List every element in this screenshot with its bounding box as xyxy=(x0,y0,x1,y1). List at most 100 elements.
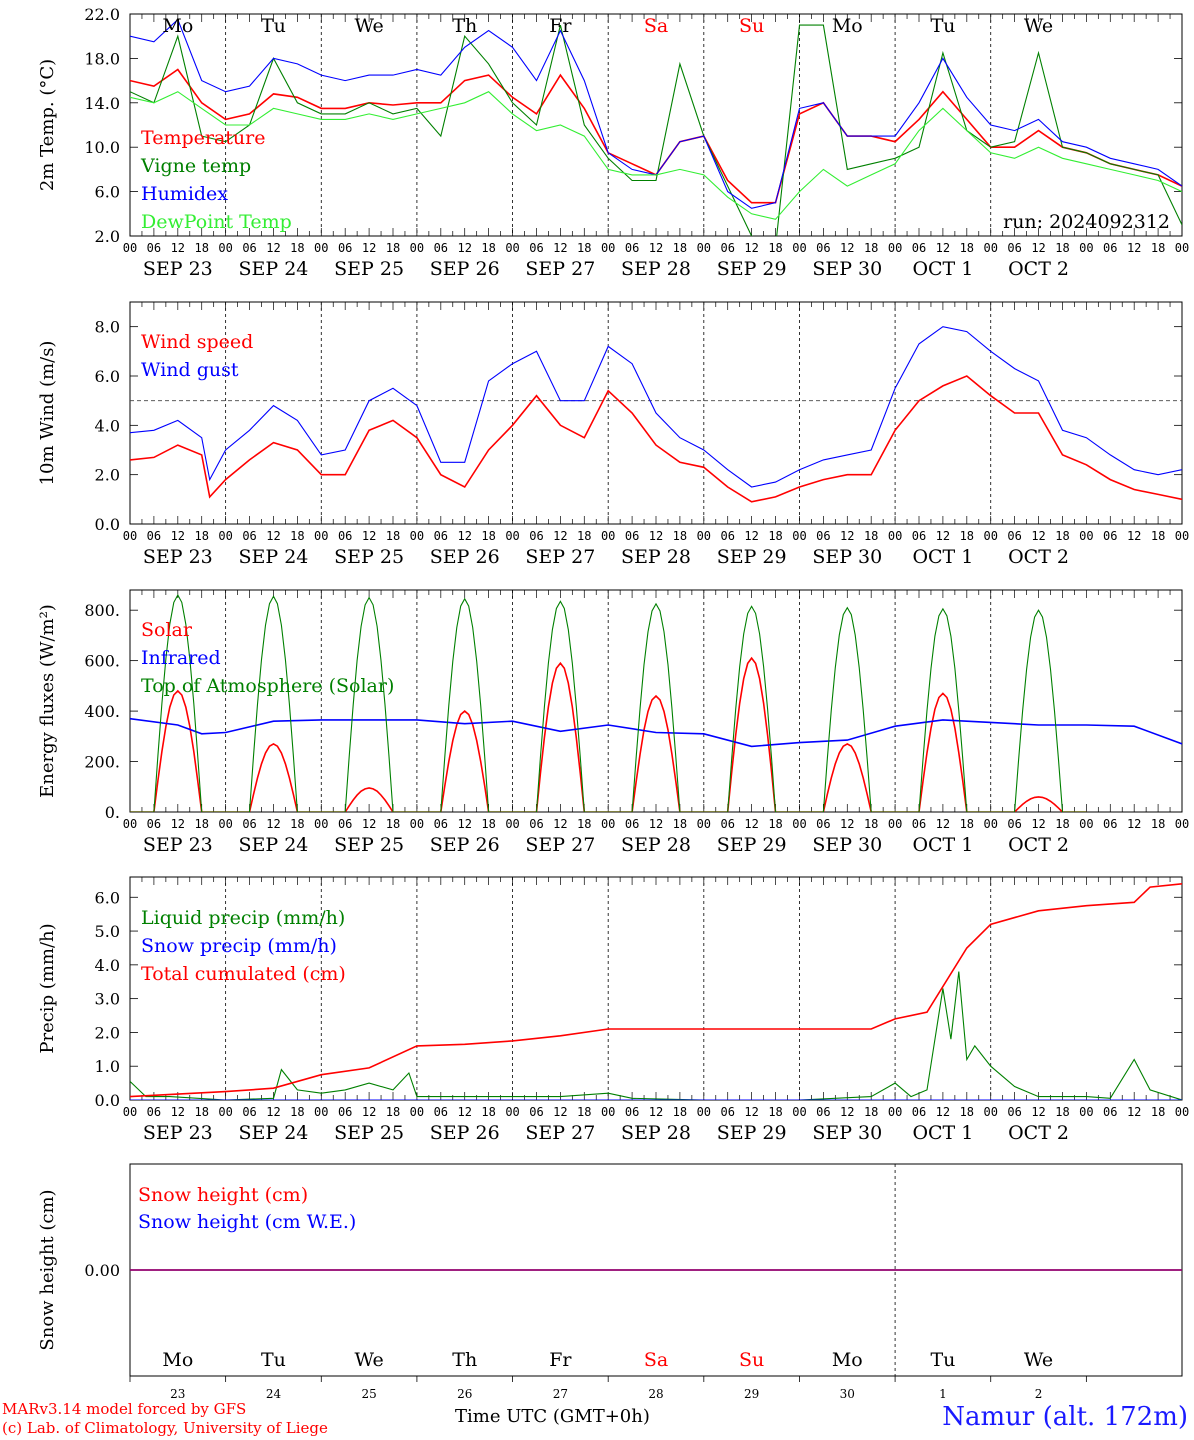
hour-tick-label: 12 xyxy=(840,529,854,543)
hour-tick-label: 06 xyxy=(338,817,352,831)
hour-tick-label: 00 xyxy=(792,817,806,831)
day-abbrev-top: Mo xyxy=(832,15,863,37)
day-number: 28 xyxy=(648,1387,663,1401)
y-tick-label: 6.0 xyxy=(95,183,120,202)
hour-tick-label: 12 xyxy=(840,1105,854,1119)
hour-tick-label: 00 xyxy=(314,1105,328,1119)
model-credit: MARv3.14 model forced by GFS xyxy=(2,1400,247,1418)
series-line-solar xyxy=(130,656,1087,812)
hour-tick-label: 06 xyxy=(625,817,639,831)
hour-tick-label: 18 xyxy=(386,817,400,831)
hour-tick-label: 12 xyxy=(649,529,663,543)
hour-tick-label: 18 xyxy=(577,241,591,255)
date-label: OCT 1 xyxy=(912,258,973,280)
y-tick-label: 800. xyxy=(84,601,120,620)
hour-tick-label: 00 xyxy=(314,529,328,543)
hour-tick-label: 06 xyxy=(338,1105,352,1119)
date-label: SEP 24 xyxy=(239,258,309,280)
date-label: SEP 26 xyxy=(430,546,500,568)
hour-tick-label: 18 xyxy=(481,529,495,543)
hour-tick-label: 00 xyxy=(697,817,711,831)
legend-entry: Vigne temp xyxy=(140,155,251,177)
series-line-temperature xyxy=(130,68,1182,204)
hour-tick-label: 18 xyxy=(1055,1105,1069,1119)
hour-tick-label: 00 xyxy=(1079,241,1093,255)
y-tick-label: 4.0 xyxy=(95,416,120,435)
hour-tick-label: 00 xyxy=(218,817,232,831)
hour-tick-label: 12 xyxy=(649,241,663,255)
y-tick-label: 18.0 xyxy=(84,49,120,68)
hour-tick-label: 12 xyxy=(1031,529,1045,543)
day-abbrev-bottom: Su xyxy=(739,1349,764,1371)
hour-tick-label: 12 xyxy=(553,529,567,543)
hour-tick-label: 12 xyxy=(266,817,280,831)
y-tick-label: 400. xyxy=(84,702,120,721)
hour-tick-label: 00 xyxy=(1175,817,1189,831)
day-abbrev-bottom: Tu xyxy=(261,1349,286,1371)
series-line-vigne-temp xyxy=(130,24,1182,236)
series-group-wind xyxy=(130,326,1182,503)
hour-tick-label: 06 xyxy=(147,529,161,543)
date-label: OCT 2 xyxy=(1008,258,1069,280)
hour-tick-label: 06 xyxy=(529,529,543,543)
hour-tick-label: 18 xyxy=(386,1105,400,1119)
hour-tick-label: 06 xyxy=(338,529,352,543)
hour-tick-label: 00 xyxy=(984,241,998,255)
hour-tick-label: 18 xyxy=(1151,1105,1165,1119)
hour-tick-label: 18 xyxy=(960,817,974,831)
lab-credit: (c) Lab. of Climatology, University of L… xyxy=(2,1419,328,1437)
day-abbrev-bottom: Fr xyxy=(549,1349,572,1371)
date-label: SEP 25 xyxy=(334,1122,404,1144)
y-axis-label: Precip (mm/h) xyxy=(37,923,58,1053)
hour-tick-label: 12 xyxy=(936,529,950,543)
date-label: SEP 29 xyxy=(717,1122,787,1144)
hour-tick-label: 00 xyxy=(505,241,519,255)
hour-tick-label: 06 xyxy=(721,1105,735,1119)
y-axis-label: Energy fluxes (W/m²) xyxy=(37,604,58,798)
hour-tick-label: 06 xyxy=(338,241,352,255)
hour-tick-label: 06 xyxy=(147,241,161,255)
legend-entry: Snow height (cm W.E.) xyxy=(138,1211,356,1233)
hour-tick-label: 12 xyxy=(1127,1105,1141,1119)
y-tick-label: 6.0 xyxy=(95,888,120,907)
hour-tick-label: 06 xyxy=(434,529,448,543)
hour-tick-label: 12 xyxy=(171,1105,185,1119)
hour-tick-label: 12 xyxy=(266,1105,280,1119)
hour-tick-label: 06 xyxy=(434,1105,448,1119)
y-tick-label: 0.0 xyxy=(95,1091,120,1110)
day-abbrev-bottom: Mo xyxy=(832,1349,863,1371)
hour-tick-label: 18 xyxy=(673,1105,687,1119)
hour-tick-label: 18 xyxy=(1055,817,1069,831)
date-label: SEP 30 xyxy=(812,1122,882,1144)
hour-tick-label: 18 xyxy=(290,241,304,255)
day-abbrev-bottom: Sa xyxy=(644,1349,668,1371)
hour-tick-label: 06 xyxy=(912,529,926,543)
date-label: SEP 25 xyxy=(334,834,404,856)
day-abbrev-bottom: Th xyxy=(452,1349,477,1371)
hour-tick-label: 18 xyxy=(386,529,400,543)
hour-tick-label: 12 xyxy=(553,1105,567,1119)
hour-tick-label: 06 xyxy=(912,817,926,831)
hour-tick-label: 18 xyxy=(864,241,878,255)
day-abbrev-bottom: Tu xyxy=(930,1349,955,1371)
hour-tick-label: 06 xyxy=(147,1105,161,1119)
hour-tick-label: 00 xyxy=(601,241,615,255)
legend-entry: Total cumulated (cm) xyxy=(141,963,346,985)
hour-tick-label: 00 xyxy=(410,817,424,831)
station-label: Namur (alt. 172m) xyxy=(942,1402,1188,1432)
hour-tick-label: 12 xyxy=(553,817,567,831)
hour-tick-label: 18 xyxy=(1055,241,1069,255)
day-number: 30 xyxy=(840,1387,855,1401)
hour-tick-label: 06 xyxy=(816,817,830,831)
hour-tick-label: 18 xyxy=(195,529,209,543)
hour-tick-label: 12 xyxy=(1127,529,1141,543)
hour-tick-label: 06 xyxy=(1007,241,1021,255)
hour-tick-label: 00 xyxy=(123,529,137,543)
hour-tick-label: 06 xyxy=(1007,1105,1021,1119)
hour-tick-label: 00 xyxy=(218,241,232,255)
hour-tick-label: 12 xyxy=(458,241,472,255)
hour-tick-label: 18 xyxy=(481,241,495,255)
hour-tick-label: 12 xyxy=(553,241,567,255)
hour-tick-label: 06 xyxy=(721,241,735,255)
hour-tick-label: 18 xyxy=(768,529,782,543)
